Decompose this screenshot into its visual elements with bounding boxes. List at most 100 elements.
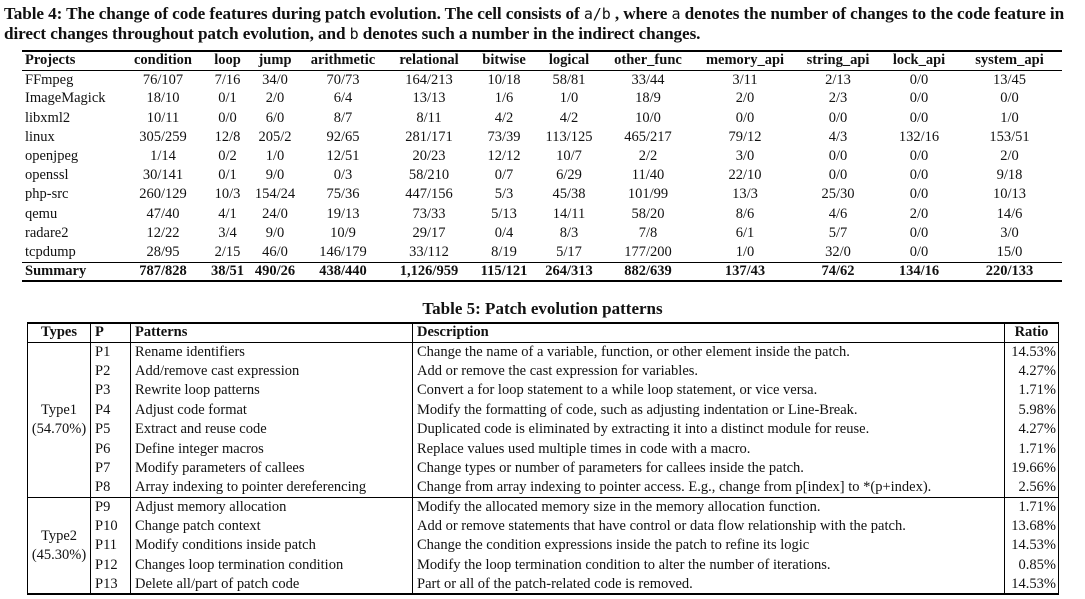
project-name-cell: qemu — [25, 205, 58, 222]
table4-cell: 0/1 — [218, 167, 237, 184]
pattern-description-cell: Change types or number of parameters for… — [412, 458, 1005, 479]
table4-cell: 18/10 — [146, 90, 180, 107]
pattern-id-cell: P6 — [90, 439, 131, 459]
table4-cell: 10/7 — [556, 148, 582, 165]
project-name-cell: ImageMagick — [25, 90, 106, 107]
table4-cell: 0/2 — [218, 148, 237, 165]
table4-cell: 10/9 — [330, 224, 356, 241]
summary-cell: 220/133 — [957, 261, 1062, 283]
table4-cell: 19/13 — [326, 205, 360, 222]
pattern-description-cell: Add or remove statements that have contr… — [412, 516, 1005, 537]
table4-header-cell: lock_api — [881, 49, 957, 71]
table4-cell: 0/0 — [909, 148, 929, 165]
pattern-name-cell: Array indexing to pointer dereferencing — [130, 478, 413, 499]
pattern-name-cell: Changes loop termination condition — [130, 555, 413, 576]
table4-caption: Table 4: The change of code features dur… — [4, 4, 1082, 44]
pattern-ratio-cell: 14.53% — [1004, 342, 1059, 362]
table4-cell: 7/8 — [638, 224, 658, 241]
pattern-description-cell: Convert a for loop statement to a while … — [412, 381, 1005, 401]
table4-cell: 1/0 — [265, 148, 285, 165]
table4-cell: 34/0 — [262, 71, 288, 88]
table5-header-cell: Ratio — [1004, 321, 1059, 343]
table4-row: openssl 30/141 0/1 9/0 0/3 58/210 0/7 6/29 11/40… — [22, 166, 1062, 185]
table4-header-cell: jump — [251, 49, 299, 71]
table4-row: FFmpeg 76/107 7/16 34/0 70/73 164/213 10/18 58/… — [22, 70, 1062, 89]
summary-cell: 137/43 — [695, 261, 795, 283]
table4-cell: 12/22 — [146, 224, 180, 241]
table4-cell: 32/0 — [825, 243, 851, 260]
pattern-id-cell: P2 — [90, 361, 131, 382]
table4-code-features: Projects condition loop jump arithmetic relat… — [22, 49, 1062, 283]
table4-cell: 5/17 — [556, 243, 582, 260]
pattern-row: Type2 (45.30%) P9 Adjust memory allocation M… — [27, 497, 1059, 596]
summary-cell: 787/828 — [122, 261, 204, 283]
pattern-name-cell: Define integer macros — [130, 439, 413, 459]
pattern-description-cell: Duplicated code is eliminated by extract… — [412, 419, 1005, 440]
table4-cell: 5/13 — [491, 205, 517, 222]
table4-header-row: Projects condition loop jump arithmetic relat… — [22, 49, 1062, 71]
table4-cell: 10/13 — [992, 186, 1027, 203]
pattern-row: Type1 (54.70%) P1 Rename identifiers Change … — [27, 342, 1059, 499]
table4-header-cell: loop — [204, 49, 251, 71]
table4-cell: 4/6 — [828, 205, 848, 222]
summary-cell: 115/121 — [471, 261, 537, 283]
project-name-cell: openjpeg — [25, 148, 79, 165]
table4-cell: 8/7 — [333, 109, 353, 126]
project-name-cell: tcpdump — [25, 243, 76, 260]
pattern-description-cell: Part or all of the patch-related code is… — [412, 575, 1005, 596]
table4-cell: 6/29 — [556, 167, 582, 184]
table4-cell: 8/19 — [491, 243, 517, 260]
table4-cell: 2/0 — [265, 90, 285, 107]
table4-cell: 7/16 — [214, 71, 241, 88]
table4-cell: 79/12 — [728, 128, 762, 145]
summary-cell: 38/51 — [204, 261, 251, 283]
table4-cell: 305/259 — [139, 128, 187, 145]
table4-cell: 4/3 — [828, 128, 848, 145]
table4-cell: 8/6 — [735, 205, 755, 222]
table4-cell: 0/0 — [909, 243, 929, 260]
type-group-cell: Type2 (45.30%) — [27, 497, 91, 596]
project-name-cell: openssl — [25, 167, 69, 184]
table4-cell: 4/2 — [494, 109, 514, 126]
table4-header-cell: memory_api — [695, 49, 795, 71]
pattern-description-cell: Modify the loop termination condition to… — [412, 555, 1005, 576]
pattern-description-cell: Change the name of a variable, function,… — [412, 342, 1005, 362]
table4-cell: 8/3 — [559, 224, 579, 241]
table4-cell: 2/15 — [214, 243, 241, 260]
pattern-row: P2 Add/remove cast expression Add or remov… — [28, 361, 1059, 382]
table4-cell: 6/4 — [333, 90, 353, 107]
table4-cell: 76/107 — [142, 71, 184, 88]
table4-cell: 13/45 — [992, 71, 1027, 88]
table4-cell: 0/0 — [909, 186, 929, 203]
pattern-id-cell: P9 — [90, 497, 131, 517]
table4-cell: 22/10 — [728, 167, 762, 184]
table4-cell: 92/65 — [326, 128, 360, 145]
table4-cell: 2/13 — [825, 71, 851, 88]
caption-code: a/b — [583, 5, 611, 23]
table4-cell: 0/0 — [735, 109, 755, 126]
table4-cell: 146/179 — [319, 243, 367, 260]
table4-header-cell: system_api — [957, 49, 1062, 71]
pattern-description-cell: Add or remove the cast expression for va… — [412, 361, 1005, 382]
pattern-ratio-cell: 13.68% — [1004, 516, 1059, 537]
table4-cell: 14/6 — [996, 205, 1023, 222]
table4-row: qemu 47/40 4/1 24/0 19/13 73/33 5/13 14/11 58/20… — [22, 205, 1062, 224]
table4-cell: 5/7 — [828, 224, 848, 241]
table4-cell: 45/38 — [552, 186, 586, 203]
table4-cell: 46/0 — [262, 243, 288, 260]
table5-header-cell: Types — [27, 321, 91, 343]
table4-cell: 281/171 — [405, 128, 453, 145]
summary-cell: 74/62 — [795, 261, 881, 283]
table4-cell: 12/8 — [214, 128, 241, 145]
type-percent: (54.70%) — [31, 420, 87, 437]
table4-cell: 20/23 — [412, 148, 446, 165]
summary-cell: 264/313 — [537, 261, 601, 283]
pattern-description-cell: Change the condition expressions inside … — [412, 536, 1005, 556]
table4-cell: 153/51 — [989, 128, 1030, 145]
table4-cell: 0/0 — [909, 224, 929, 241]
table4-cell: 8/11 — [416, 109, 442, 126]
pattern-id-cell: P5 — [90, 419, 131, 440]
table4-cell: 10/11 — [146, 109, 180, 126]
pattern-name-cell: Extract and reuse code — [130, 419, 413, 440]
